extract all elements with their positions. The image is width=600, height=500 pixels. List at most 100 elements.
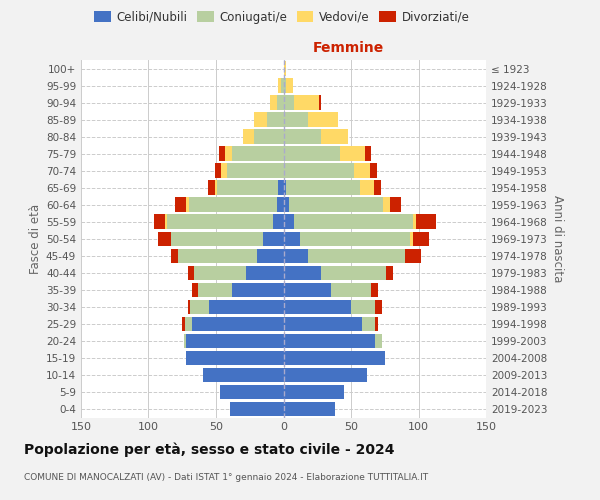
- Bar: [354, 164, 370, 178]
- Bar: [277, 198, 284, 212]
- Bar: [278, 78, 281, 93]
- Bar: [284, 164, 354, 178]
- Bar: [192, 282, 199, 297]
- Bar: [254, 112, 268, 127]
- Bar: [284, 232, 300, 246]
- Bar: [190, 300, 209, 314]
- Bar: [158, 232, 172, 246]
- Bar: [386, 266, 393, 280]
- Bar: [221, 164, 227, 178]
- Bar: [178, 248, 257, 263]
- Bar: [227, 164, 284, 178]
- Bar: [189, 198, 277, 212]
- Bar: [154, 214, 164, 229]
- Bar: [362, 316, 376, 331]
- Bar: [187, 350, 284, 365]
- Bar: [203, 368, 284, 382]
- Bar: [322, 266, 386, 280]
- Bar: [376, 316, 378, 331]
- Bar: [215, 164, 221, 178]
- Bar: [284, 334, 376, 348]
- Bar: [284, 96, 295, 110]
- Bar: [176, 198, 187, 212]
- Bar: [273, 214, 284, 229]
- Bar: [308, 112, 338, 127]
- Bar: [254, 130, 284, 144]
- Bar: [295, 96, 319, 110]
- Bar: [281, 78, 284, 93]
- Bar: [270, 96, 277, 110]
- Bar: [284, 112, 308, 127]
- Bar: [284, 146, 340, 161]
- Bar: [284, 384, 344, 399]
- Bar: [188, 300, 190, 314]
- Bar: [284, 180, 286, 195]
- Bar: [209, 300, 284, 314]
- Bar: [308, 248, 405, 263]
- Bar: [278, 180, 284, 195]
- Text: Femmine: Femmine: [313, 40, 384, 54]
- Bar: [289, 198, 383, 212]
- Bar: [284, 214, 295, 229]
- Bar: [226, 146, 232, 161]
- Bar: [284, 78, 286, 93]
- Y-axis label: Anni di nascita: Anni di nascita: [551, 195, 564, 282]
- Bar: [192, 316, 284, 331]
- Bar: [319, 96, 322, 110]
- Bar: [365, 146, 371, 161]
- Bar: [187, 198, 189, 212]
- Bar: [284, 316, 362, 331]
- Bar: [172, 248, 178, 263]
- Bar: [187, 334, 284, 348]
- Bar: [277, 96, 284, 110]
- Text: Popolazione per età, sesso e stato civile - 2024: Popolazione per età, sesso e stato civil…: [24, 442, 395, 457]
- Bar: [390, 198, 401, 212]
- Bar: [232, 282, 284, 297]
- Bar: [185, 316, 192, 331]
- Bar: [374, 180, 381, 195]
- Bar: [376, 334, 382, 348]
- Bar: [295, 214, 413, 229]
- Bar: [164, 214, 167, 229]
- Bar: [199, 282, 232, 297]
- Bar: [188, 266, 194, 280]
- Bar: [284, 368, 367, 382]
- Bar: [194, 266, 246, 280]
- Text: COMUNE DI MANOCALZATI (AV) - Dati ISTAT 1° gennaio 2024 - Elaborazione TUTTITALI: COMUNE DI MANOCALZATI (AV) - Dati ISTAT …: [24, 472, 428, 482]
- Bar: [243, 130, 254, 144]
- Bar: [220, 384, 284, 399]
- Bar: [284, 198, 289, 212]
- Bar: [383, 198, 390, 212]
- Bar: [286, 78, 293, 93]
- Bar: [263, 232, 284, 246]
- Bar: [284, 248, 308, 263]
- Bar: [410, 232, 413, 246]
- Bar: [172, 232, 263, 246]
- Bar: [413, 214, 416, 229]
- Bar: [215, 180, 217, 195]
- Bar: [167, 214, 273, 229]
- Bar: [219, 146, 226, 161]
- Bar: [208, 180, 215, 195]
- Bar: [416, 214, 436, 229]
- Bar: [413, 232, 430, 246]
- Y-axis label: Fasce di età: Fasce di età: [29, 204, 42, 274]
- Bar: [182, 316, 185, 331]
- Bar: [257, 248, 284, 263]
- Bar: [217, 180, 278, 195]
- Bar: [340, 146, 365, 161]
- Bar: [376, 300, 382, 314]
- Bar: [284, 62, 286, 76]
- Bar: [184, 334, 187, 348]
- Bar: [351, 300, 376, 314]
- Bar: [361, 180, 374, 195]
- Bar: [331, 282, 371, 297]
- Bar: [230, 402, 284, 416]
- Bar: [300, 232, 410, 246]
- Bar: [284, 282, 331, 297]
- Bar: [284, 350, 385, 365]
- Legend: Celibi/Nubili, Coniugati/e, Vedovi/e, Divorziati/e: Celibi/Nubili, Coniugati/e, Vedovi/e, Di…: [89, 6, 475, 28]
- Bar: [370, 164, 377, 178]
- Bar: [232, 146, 284, 161]
- Bar: [284, 402, 335, 416]
